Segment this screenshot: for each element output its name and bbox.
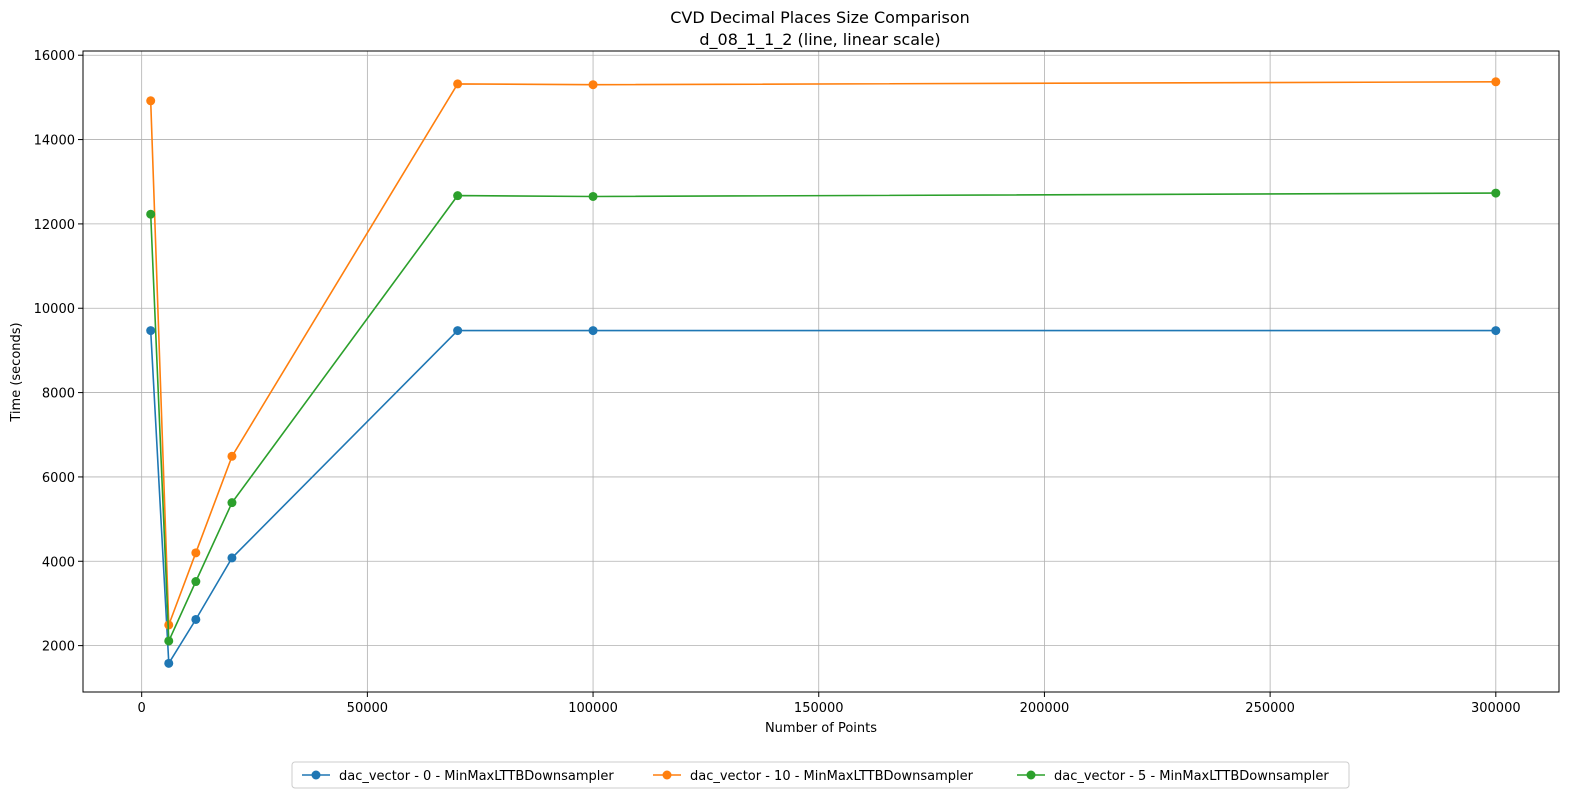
series-line (149, 192, 1496, 642)
series-line (149, 329, 1496, 666)
series-line (149, 81, 1496, 626)
series-0 (146, 326, 1501, 668)
legend-marker (311, 770, 321, 780)
chart-title: CVD Decimal Places Size Comparison (670, 8, 970, 27)
x-tick-label: 250000 (1245, 701, 1295, 716)
x-axis-label: Number of Points (765, 721, 877, 736)
chart-subtitle: d_08_1_1_2 (line, linear scale) (699, 30, 940, 50)
data-point (191, 548, 201, 558)
x-tick-label: 200000 (1020, 701, 1070, 716)
data-point (1491, 188, 1501, 198)
y-tick-label: 2000 (42, 640, 75, 655)
data-point (588, 80, 598, 90)
data-point (588, 326, 598, 336)
data-point (146, 326, 156, 336)
data-point (146, 209, 156, 219)
data-point (146, 96, 156, 106)
y-tick-label: 12000 (34, 218, 75, 233)
data-point (453, 79, 463, 89)
data-point (191, 577, 201, 587)
y-axis-label: Time (seconds) (9, 322, 24, 422)
data-point (1491, 326, 1501, 336)
legend-marker (1026, 770, 1036, 780)
axis-ticks: 0 50000 100000 150000 200000 250000 300000 2000… (34, 49, 1521, 716)
legend-marker (662, 770, 672, 780)
x-tick-label: 300000 (1471, 701, 1521, 716)
data-point (164, 636, 174, 646)
data-point (453, 326, 463, 336)
legend-frame (291, 761, 1350, 789)
legend-label: dac_vector - 5 - MinMaxLTTBDownsampler (1054, 769, 1329, 784)
data-point (191, 614, 201, 624)
y-tick-label: 14000 (34, 134, 75, 149)
y-tick-label: 16000 (34, 49, 75, 64)
series-1 (146, 77, 1501, 630)
x-tick-label: 100000 (568, 701, 618, 716)
x-tick-label: 150000 (794, 701, 844, 716)
data-point (453, 191, 463, 201)
data-point (227, 451, 237, 461)
data-point (1491, 77, 1501, 87)
legend: dac_vector - 0 - MinMaxLTTBDownsampler da… (291, 761, 1350, 789)
data-point (164, 658, 174, 668)
grid-lines (83, 51, 1559, 692)
legend-label: dac_vector - 0 - MinMaxLTTBDownsampler (339, 769, 614, 784)
y-tick-label: 4000 (42, 555, 75, 570)
legend-label: dac_vector - 10 - MinMaxLTTBDownsampler (690, 769, 974, 784)
data-point (227, 498, 237, 508)
plot-frame (82, 50, 1560, 693)
plot-series (146, 77, 1501, 668)
data-point (227, 553, 237, 563)
x-tick-label: 50000 (347, 701, 388, 716)
series-2 (146, 188, 1501, 646)
x-tick-label: 0 (138, 701, 146, 716)
y-tick-label: 10000 (34, 302, 75, 317)
data-point (588, 191, 598, 201)
y-tick-label: 6000 (42, 471, 75, 486)
y-tick-label: 8000 (42, 387, 75, 402)
